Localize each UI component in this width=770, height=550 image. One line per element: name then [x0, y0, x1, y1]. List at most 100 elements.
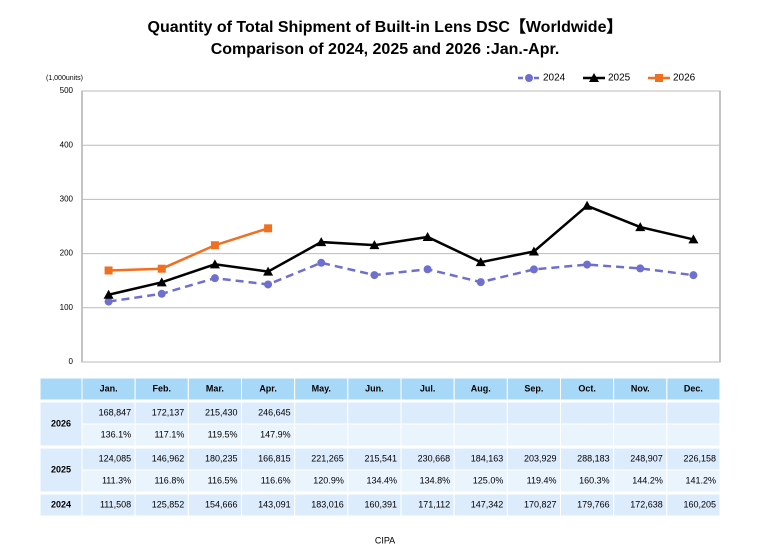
header-label: Oct. [578, 383, 596, 393]
legend-marker [525, 74, 533, 82]
table-cell [666, 401, 721, 425]
point [475, 257, 486, 267]
cell-text: 134.4% [366, 475, 397, 485]
y-tick-label: 200 [60, 249, 74, 258]
point [104, 266, 113, 275]
cell-text: 111,508 [100, 499, 131, 509]
table-cell [666, 423, 721, 447]
cell-text: 172,137 [152, 407, 185, 417]
series-line [108, 227, 269, 272]
header-label: Jul. [420, 383, 436, 393]
point [529, 265, 538, 274]
chart-title: Quantity of Total Shipment of Built-in L… [148, 18, 623, 36]
table-cell [400, 423, 455, 447]
y-tick-label: 300 [60, 195, 74, 204]
table-cell [294, 401, 349, 425]
point [423, 265, 432, 274]
header-label: Sep. [524, 383, 543, 393]
header-cell [666, 377, 721, 401]
cell-text: 230,668 [418, 453, 451, 463]
point [264, 224, 273, 233]
table-cell [347, 401, 402, 425]
cell-text: 144.2% [632, 475, 663, 485]
cell-text: 117.1% [154, 429, 184, 439]
cell-text: 116.8% [154, 475, 184, 485]
cell-text: 134.8% [420, 475, 451, 485]
table-cell [347, 423, 402, 447]
legend-marker [589, 73, 599, 82]
cell-text: 180,235 [205, 453, 238, 463]
cell-text: 248,907 [630, 453, 663, 463]
point [263, 266, 274, 276]
header-label: May. [312, 383, 331, 393]
legend-label: 2024 [543, 73, 566, 84]
header-label: Jan. [100, 383, 118, 393]
point [476, 278, 485, 287]
legend-label: 2026 [673, 73, 696, 84]
point [156, 277, 167, 287]
point [689, 271, 698, 280]
y-unit: (1,000units) [46, 75, 83, 82]
cell-text: 136.1% [101, 429, 132, 439]
cell-text: 215,541 [364, 453, 397, 463]
y-tick-label: 400 [60, 140, 74, 149]
cell-text: 166,815 [258, 453, 291, 463]
legend-marker [655, 74, 663, 82]
cell-text: 160,205 [683, 499, 716, 509]
header-label: Feb. [152, 383, 171, 393]
cell-text: 119.4% [527, 475, 557, 485]
cell-text: 172,638 [630, 499, 663, 509]
point [317, 258, 326, 267]
point [369, 240, 380, 250]
point [103, 289, 114, 299]
cell-text: 203,929 [524, 453, 557, 463]
plot-frame [81, 90, 721, 363]
point [264, 280, 273, 289]
table-cell [400, 401, 455, 425]
cell-text: 288,183 [577, 453, 610, 463]
y-tick-label: 500 [60, 86, 74, 95]
table-cell [613, 423, 668, 447]
cell-text: 120.9% [313, 475, 344, 485]
table-cell [560, 401, 615, 425]
cell-text: 183,016 [311, 499, 344, 509]
table-cell [560, 423, 615, 447]
series-line [108, 204, 694, 296]
point [582, 200, 593, 210]
point [422, 231, 433, 241]
cell-text: 116.6% [261, 475, 291, 485]
point [104, 297, 113, 306]
header-label: Dec. [684, 383, 703, 393]
legend-label: 2025 [608, 73, 631, 84]
cell-text: 147,342 [471, 499, 504, 509]
header-label: Aug. [471, 383, 491, 393]
cell-text: 141.2% [685, 475, 716, 485]
header-label: Jun. [365, 383, 384, 393]
point [370, 271, 379, 280]
point [688, 234, 699, 244]
cell-text: 184,163 [471, 453, 504, 463]
cell-text: 124,085 [99, 453, 132, 463]
cell-text: 147.9% [260, 429, 291, 439]
table-cell [666, 493, 721, 517]
source: CIPA [375, 535, 395, 545]
point [157, 289, 166, 298]
table-cell [294, 423, 349, 447]
cell-text: 226,158 [683, 453, 716, 463]
series-line [108, 261, 694, 303]
cell-text: 111.3% [102, 475, 131, 485]
cell-text: 154,666 [205, 499, 238, 509]
cell-text: 160,391 [364, 499, 397, 509]
year-cell [39, 401, 83, 447]
cell-text: 168,847 [99, 407, 132, 417]
cell-text: 160.3% [579, 475, 610, 485]
point [209, 259, 220, 269]
header-label: Mar. [206, 383, 224, 393]
cell-text: 179,766 [577, 499, 610, 509]
chart-subtitle: Comparison of 2024, 2025 and 2026 :Jan.-… [211, 41, 560, 58]
point [583, 260, 592, 269]
header-label: Apr. [259, 383, 277, 393]
header-label: Nov. [631, 383, 650, 393]
cell-text: 221,265 [311, 453, 344, 463]
table-cell [506, 423, 562, 447]
